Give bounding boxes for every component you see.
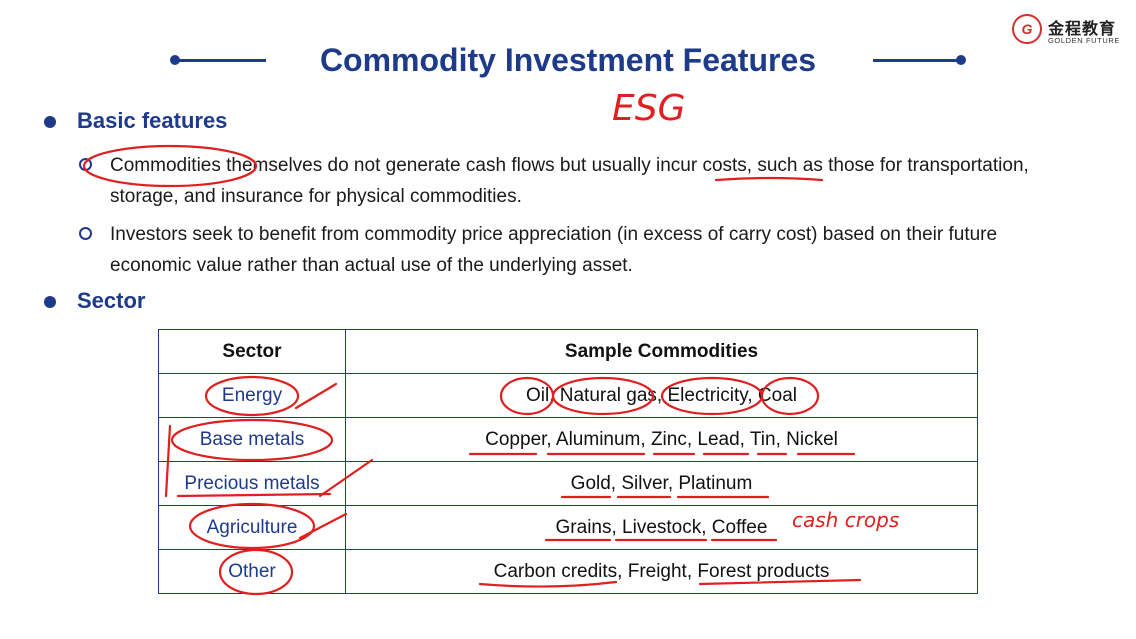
header-sector: Sector [158,329,346,374]
samples-precious-metals: Gold, Silver, Platinum [345,461,978,506]
bullet-basic-features [44,116,56,128]
golden-future-logo: G 金程教育 GOLDEN FUTURE [1012,12,1132,48]
header-sample-commodities: Sample Commodities [345,329,978,374]
sector-other: Other [158,549,346,594]
table-row: Base metals Copper, Aluminum, Zinc, Lead… [158,417,978,462]
samples-energy: Oil, Natural gas, Electricity, Coal [345,373,978,418]
samples-other: Carbon credits, Freight, Forest products [345,549,978,594]
sector-precious-metals: Precious metals [158,461,346,506]
table-row: Other Carbon credits, Freight, Forest pr… [158,549,978,594]
logo-mark-icon: G [1012,14,1042,44]
logo-english-text: GOLDEN FUTURE [1048,36,1120,45]
sector-table: Sector Sample Commodities Energy Oil, Na… [158,329,978,594]
logo-chinese-text: 金程教育 [1048,21,1117,38]
slide-title: Commodity Investment Features [319,42,817,78]
title-rule-right [873,59,961,62]
point-2-text: Investors seek to benefit from commodity… [110,224,998,276]
table-row: Precious metals Gold, Silver, Platinum [158,461,978,506]
title-dot-left [170,55,180,65]
point-1-text: Commodities themselves do not generate c… [110,155,1029,207]
samples-base-metals: Copper, Aluminum, Zinc, Lead, Tin, Nicke… [345,417,978,462]
handwritten-cash-crops: cash crops [792,508,900,532]
bullet-sector [44,296,56,308]
title-row: Commodity Investment Features [0,40,1136,84]
title-rule-left [176,59,266,62]
handwritten-esg: ESG [612,88,686,129]
sector-energy: Energy [158,373,346,418]
table-header-row: Sector Sample Commodities [158,329,978,374]
heading-sector: Sector [77,288,146,313]
title-dot-right [956,55,966,65]
table-row: Energy Oil, Natural gas, Electricity, Co… [158,373,978,418]
sector-base-metals: Base metals [158,417,346,462]
sub-bullet-2 [79,227,92,240]
heading-basic-features: Basic features [77,108,228,133]
sub-bullet-1 [79,158,92,171]
sector-agriculture: Agriculture [158,505,346,550]
